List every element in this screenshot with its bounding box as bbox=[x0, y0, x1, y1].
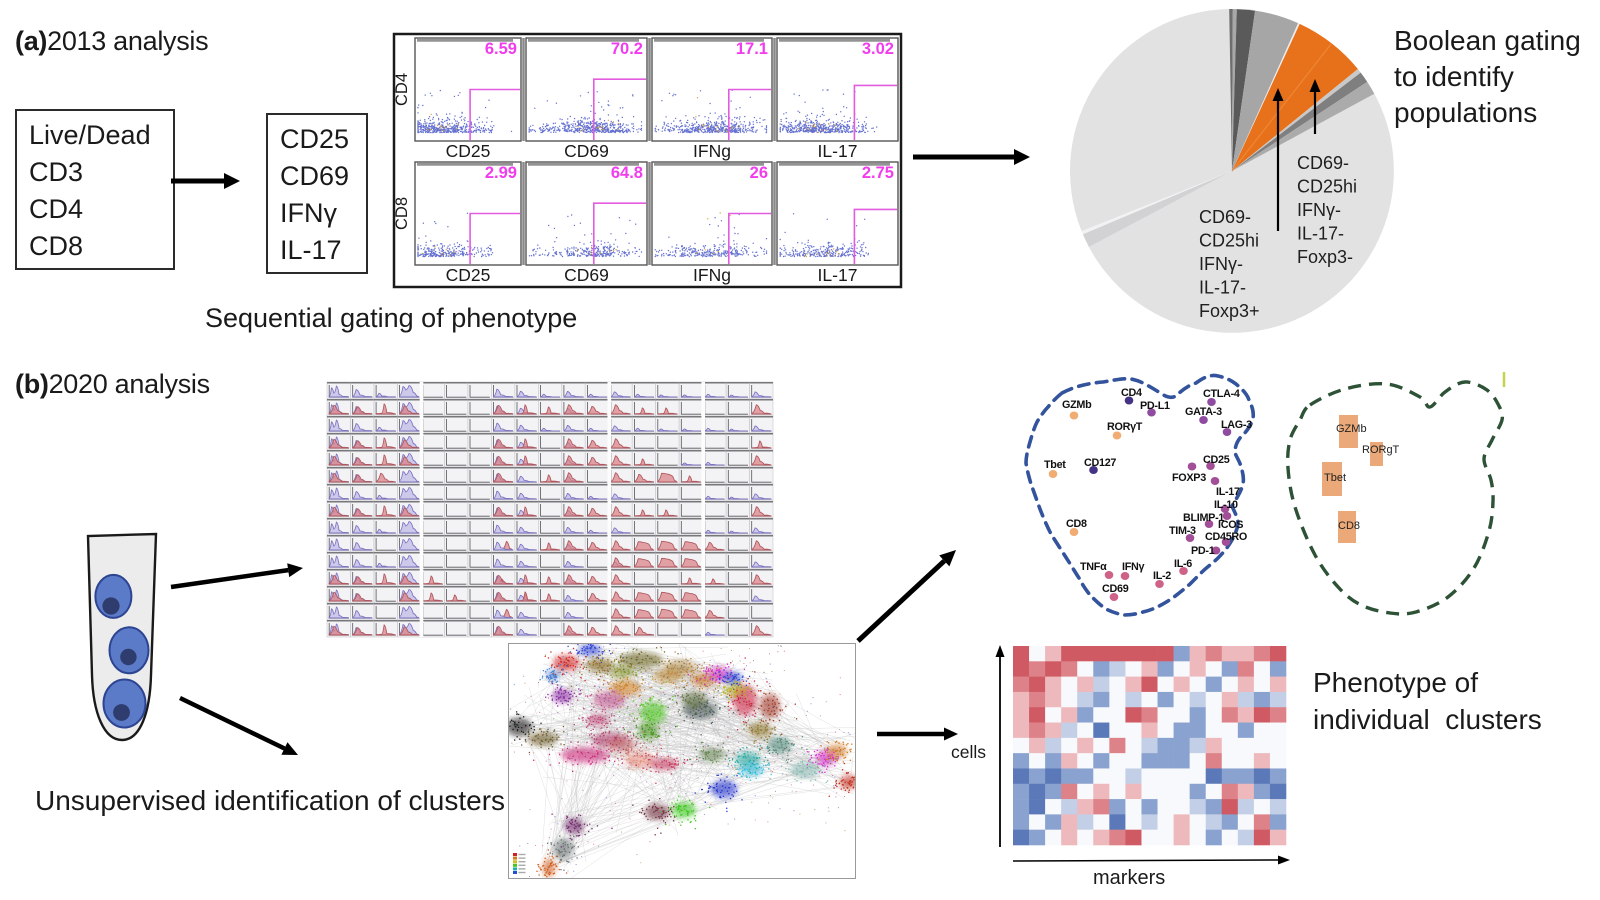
svg-text:RORγT: RORγT bbox=[1107, 421, 1143, 433]
svg-text:CD69-: CD69- bbox=[1297, 153, 1349, 173]
svg-text:GZMb: GZMb bbox=[1336, 423, 1367, 435]
svg-text:Tbet: Tbet bbox=[1324, 472, 1346, 484]
svg-text:CD8: CD8 bbox=[393, 197, 411, 230]
svg-text:IL-10: IL-10 bbox=[1214, 499, 1238, 511]
svg-text:2.99: 2.99 bbox=[485, 164, 517, 182]
svg-text:CD8: CD8 bbox=[1066, 518, 1087, 530]
svg-text:IFNγ-: IFNγ- bbox=[1199, 254, 1243, 274]
svg-text:Foxp3+: Foxp3+ bbox=[1199, 301, 1260, 321]
svg-text:CD127: CD127 bbox=[1084, 457, 1116, 469]
svg-text:CD69: CD69 bbox=[564, 265, 609, 285]
svg-text:IL-17-: IL-17- bbox=[1297, 224, 1344, 244]
svg-text:CD4: CD4 bbox=[393, 73, 411, 106]
svg-text:Foxp3-: Foxp3- bbox=[1297, 247, 1353, 267]
svg-text:TNFα: TNFα bbox=[1080, 561, 1107, 573]
svg-text:LAG-3: LAG-3 bbox=[1221, 419, 1252, 431]
svg-text:IFNγ: IFNγ bbox=[1122, 561, 1144, 573]
svg-text:CD25: CD25 bbox=[446, 141, 491, 161]
svg-text:CD25: CD25 bbox=[1203, 454, 1230, 466]
svg-text:IL-17: IL-17 bbox=[1216, 486, 1240, 498]
svg-text:CD25hi: CD25hi bbox=[1199, 231, 1259, 251]
svg-text:17.1: 17.1 bbox=[736, 40, 768, 58]
svg-text:IL-17: IL-17 bbox=[818, 141, 858, 161]
svg-text:ICOS: ICOS bbox=[1218, 519, 1243, 531]
svg-text:64.8: 64.8 bbox=[611, 164, 643, 182]
svg-text:IL-17-: IL-17- bbox=[1199, 278, 1246, 298]
svg-text:IFNγ-: IFNγ- bbox=[1297, 200, 1341, 220]
svg-text:GATA-3: GATA-3 bbox=[1185, 406, 1222, 418]
svg-text:Tbet: Tbet bbox=[1044, 459, 1066, 471]
svg-text:IFNg: IFNg bbox=[693, 141, 731, 161]
svg-text:IFNg: IFNg bbox=[693, 265, 731, 285]
svg-text:70.2: 70.2 bbox=[611, 40, 643, 58]
svg-text:CD69: CD69 bbox=[1102, 583, 1129, 595]
svg-text:3.02: 3.02 bbox=[862, 40, 894, 58]
svg-text:CD69: CD69 bbox=[564, 141, 609, 161]
svg-text:TIM-3: TIM-3 bbox=[1169, 525, 1196, 537]
svg-text:CTLA-4: CTLA-4 bbox=[1203, 388, 1240, 400]
svg-text:2.75: 2.75 bbox=[862, 164, 894, 182]
svg-text:CD25hi: CD25hi bbox=[1297, 177, 1357, 197]
svg-text:BLIMP-1: BLIMP-1 bbox=[1183, 512, 1224, 524]
svg-text:IL-17: IL-17 bbox=[818, 265, 858, 285]
svg-text:PD-L1: PD-L1 bbox=[1140, 400, 1170, 412]
svg-text:PD-1: PD-1 bbox=[1191, 545, 1215, 557]
svg-text:CD25: CD25 bbox=[446, 265, 491, 285]
svg-text:CD45RO: CD45RO bbox=[1205, 531, 1247, 543]
svg-text:IL-2: IL-2 bbox=[1153, 570, 1171, 582]
svg-text:26: 26 bbox=[750, 164, 768, 182]
svg-text:IL-6: IL-6 bbox=[1174, 558, 1192, 570]
svg-text:CD69-: CD69- bbox=[1199, 207, 1251, 227]
svg-text:FOXP3: FOXP3 bbox=[1172, 472, 1206, 484]
svg-text:6.59: 6.59 bbox=[485, 40, 517, 58]
svg-text:RORgT: RORgT bbox=[1362, 444, 1400, 456]
svg-text:GZMb: GZMb bbox=[1062, 399, 1092, 411]
svg-text:CD8: CD8 bbox=[1338, 520, 1360, 532]
svg-text:CD4: CD4 bbox=[1121, 387, 1142, 399]
